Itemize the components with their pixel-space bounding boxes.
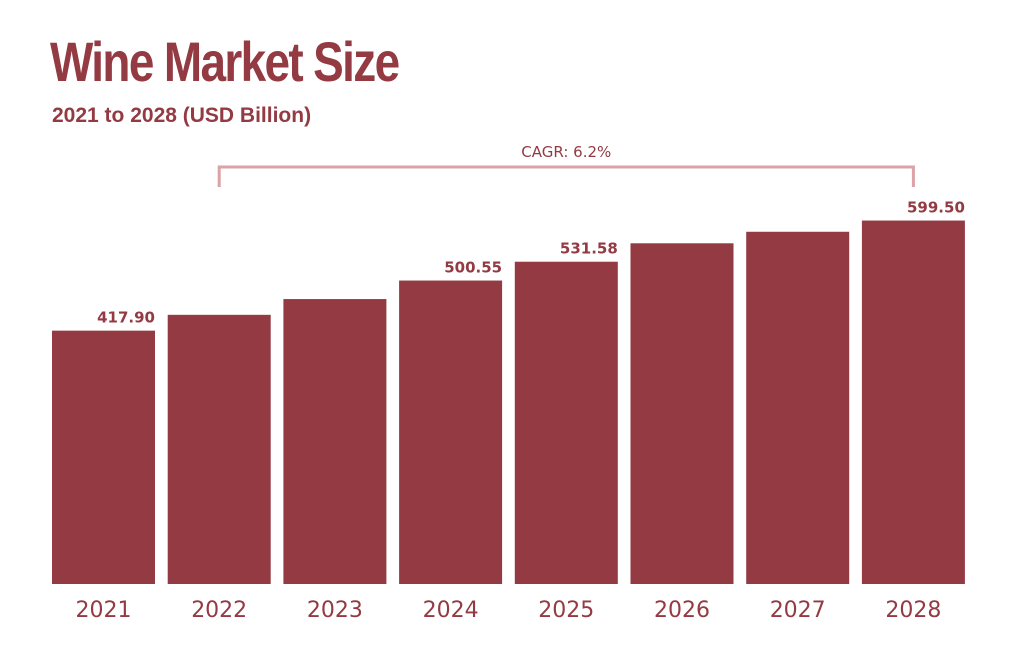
data-label: 417.90 <box>97 309 155 327</box>
data-label: 599.50 <box>907 199 965 217</box>
chart-subtitle: 2021 to 2028 (USD Billion) <box>52 104 312 127</box>
chart-title: Wine Market Size <box>50 30 400 93</box>
x-tick-label: 2026 <box>654 598 710 623</box>
bar-2026 <box>630 243 734 584</box>
x-tick-label: 2027 <box>770 598 826 623</box>
bar-2028 <box>861 220 965 584</box>
bar-2024 <box>399 280 503 584</box>
x-tick-label: 2022 <box>191 598 247 623</box>
bar-2025 <box>514 261 618 584</box>
x-tick-label: 2028 <box>885 598 941 623</box>
x-tick-label: 2024 <box>423 598 479 623</box>
bar-2022 <box>167 314 271 584</box>
data-label: 531.58 <box>560 240 618 258</box>
x-tick-label: 2025 <box>538 598 594 623</box>
bar-2021 <box>52 330 155 584</box>
bar-2023 <box>283 299 387 584</box>
x-tick-label: 2021 <box>76 598 132 623</box>
cagr-bracket <box>217 165 915 187</box>
x-tick-label: 2023 <box>307 598 363 623</box>
bar-2027 <box>746 231 850 585</box>
data-label: 500.55 <box>444 259 502 277</box>
cagr-label: CAGR: 6.2% <box>521 143 611 161</box>
